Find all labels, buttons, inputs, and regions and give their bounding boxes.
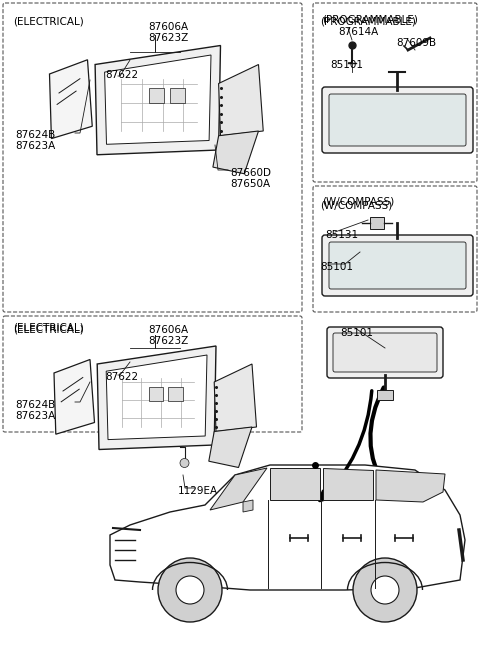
Text: (ELECTRICAL): (ELECTRICAL) bbox=[13, 325, 84, 335]
Polygon shape bbox=[213, 131, 259, 174]
Text: 87622: 87622 bbox=[105, 372, 138, 382]
Text: 85101: 85101 bbox=[340, 328, 373, 338]
Text: 87623Z: 87623Z bbox=[148, 33, 188, 43]
FancyBboxPatch shape bbox=[327, 327, 443, 378]
Text: 87624B: 87624B bbox=[15, 400, 55, 410]
Text: 85131: 85131 bbox=[325, 230, 358, 240]
Circle shape bbox=[371, 576, 399, 604]
Bar bbox=[168, 386, 183, 401]
Polygon shape bbox=[97, 346, 216, 449]
FancyBboxPatch shape bbox=[333, 333, 437, 372]
Text: 85101: 85101 bbox=[330, 60, 363, 70]
Polygon shape bbox=[376, 470, 445, 502]
Text: 87650A: 87650A bbox=[230, 179, 270, 189]
Text: 87660D: 87660D bbox=[230, 168, 271, 178]
Text: 87622: 87622 bbox=[105, 70, 138, 80]
Circle shape bbox=[176, 576, 204, 604]
Text: 87606A: 87606A bbox=[148, 22, 188, 32]
Polygon shape bbox=[105, 55, 211, 144]
Polygon shape bbox=[210, 468, 267, 510]
Polygon shape bbox=[243, 500, 253, 512]
Polygon shape bbox=[49, 60, 92, 138]
FancyBboxPatch shape bbox=[322, 87, 473, 153]
Bar bbox=[170, 89, 185, 104]
Text: 87624B: 87624B bbox=[15, 130, 55, 140]
Text: (W/COMPASS): (W/COMPASS) bbox=[320, 200, 392, 210]
Text: 85101: 85101 bbox=[320, 262, 353, 272]
Text: 1129EA: 1129EA bbox=[178, 486, 218, 496]
Polygon shape bbox=[323, 468, 373, 500]
Polygon shape bbox=[54, 359, 95, 434]
Polygon shape bbox=[106, 355, 207, 440]
Text: 87623A: 87623A bbox=[15, 411, 55, 421]
Polygon shape bbox=[95, 45, 220, 155]
Text: 87614A: 87614A bbox=[338, 27, 378, 37]
Circle shape bbox=[180, 459, 189, 468]
Text: (W/COMPASS): (W/COMPASS) bbox=[322, 196, 394, 206]
Bar bbox=[149, 89, 165, 104]
Text: (PROGRAMMABLE): (PROGRAMMABLE) bbox=[322, 14, 418, 24]
Polygon shape bbox=[209, 427, 252, 468]
Text: (ELECTRICAL): (ELECTRICAL) bbox=[13, 323, 84, 333]
Circle shape bbox=[158, 558, 222, 622]
Polygon shape bbox=[218, 64, 263, 136]
Text: 87623A: 87623A bbox=[15, 141, 55, 151]
Text: 87606A: 87606A bbox=[148, 325, 188, 335]
Text: (PROGRAMMABLE): (PROGRAMMABLE) bbox=[320, 17, 416, 27]
Text: (ELECTRICAL): (ELECTRICAL) bbox=[13, 17, 84, 27]
FancyBboxPatch shape bbox=[329, 242, 466, 289]
Circle shape bbox=[353, 558, 417, 622]
Bar bbox=[377, 390, 393, 400]
Text: 87623Z: 87623Z bbox=[148, 336, 188, 346]
FancyBboxPatch shape bbox=[329, 94, 466, 146]
Text: 87609B: 87609B bbox=[396, 38, 436, 48]
Polygon shape bbox=[214, 364, 256, 432]
FancyBboxPatch shape bbox=[322, 235, 473, 296]
Polygon shape bbox=[110, 465, 465, 590]
Polygon shape bbox=[270, 468, 320, 500]
Bar bbox=[148, 386, 163, 401]
Bar bbox=[370, 217, 384, 229]
